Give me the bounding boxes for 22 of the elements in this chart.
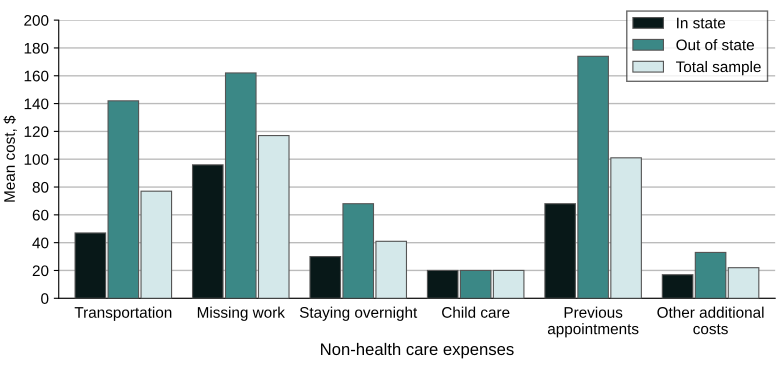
- y-tick-label: 140: [24, 98, 48, 110]
- y-tick-label: 60: [32, 210, 48, 221]
- y-tick-label: 120: [24, 126, 48, 138]
- y-tick-label: 80: [32, 182, 48, 193]
- x-tick-label: Staying overnight: [300, 306, 418, 321]
- x-tick-label: Child care: [442, 306, 510, 318]
- legend-label: Out of state: [676, 39, 754, 50]
- x-tick-label: Other additional costs: [657, 306, 764, 334]
- y-tick-label: 40: [32, 238, 48, 248]
- y-tick-label: 160: [24, 70, 48, 82]
- x-axis-title: Non-health care expenses: [321, 342, 514, 358]
- y-tick-label: 20: [32, 265, 48, 276]
- y-tick-label: 0: [41, 293, 48, 304]
- x-tick-label: Missing work: [198, 306, 285, 321]
- y-tick-label: 100: [24, 154, 48, 165]
- x-tick-label: Transportation: [74, 306, 172, 321]
- y-tick-label: 200: [24, 15, 48, 26]
- legend-label: In state: [677, 18, 726, 28]
- x-tick-label: Previous appointments: [548, 306, 638, 338]
- y-axis-title: Mean cost, $: [3, 116, 17, 202]
- legend-label: Total sample: [676, 60, 761, 76]
- y-tick-label: 180: [24, 42, 48, 54]
